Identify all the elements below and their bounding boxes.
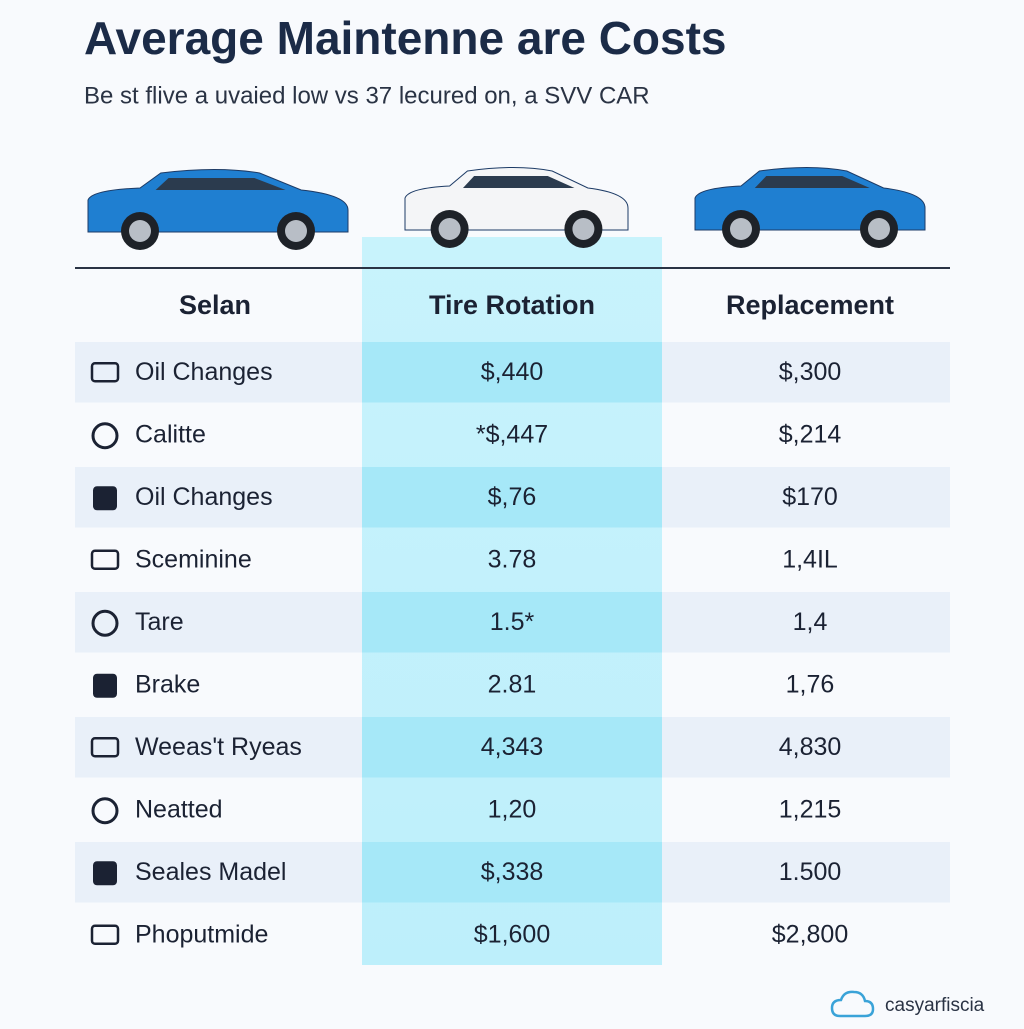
car-window [155, 178, 286, 190]
row-icon [90, 549, 120, 570]
icon-shape [90, 362, 120, 383]
car [694, 167, 926, 248]
car [404, 167, 629, 248]
rim [868, 218, 890, 240]
row-label: Sceminine [135, 545, 252, 573]
cell-value: $2,800 [772, 920, 848, 948]
icon-shape [93, 673, 117, 698]
row-band-highlight [362, 342, 662, 403]
row-icon [90, 362, 120, 383]
subtitle: Be st flive a uvaied low vs 37 lecured o… [84, 82, 650, 109]
icon-shape [90, 549, 120, 570]
rim [285, 220, 307, 242]
icon-shape [91, 422, 119, 450]
row-icon [93, 486, 117, 511]
row-label: Brake [135, 670, 200, 698]
rim [572, 218, 595, 240]
cell-value: $170 [782, 483, 838, 511]
cell-value: 3.78 [488, 545, 537, 573]
row-label: Tare [135, 608, 184, 636]
cell-value: $,300 [779, 358, 842, 386]
icon-shape [90, 924, 120, 945]
row-band-highlight [362, 842, 662, 903]
icon-shape [93, 861, 117, 886]
column-header: Selan [179, 290, 251, 320]
brand-logo [830, 990, 875, 1018]
rim [730, 218, 752, 240]
rim [438, 218, 461, 240]
cell-value: 1,4 [793, 608, 828, 636]
cell-value: 1,4IL [782, 545, 838, 573]
highlight-rows [362, 342, 662, 903]
cell-value: 1,215 [779, 795, 842, 823]
icon-shape [93, 486, 117, 511]
cell-value: $,440 [481, 358, 544, 386]
row-label: Seales Madel [135, 858, 286, 886]
row-icon [91, 609, 119, 637]
row-band-highlight [362, 467, 662, 528]
cell-value: 1.500 [779, 858, 842, 886]
cell-value: 1.5* [490, 608, 535, 636]
row-icon [91, 422, 119, 450]
cell-value: 4,830 [779, 733, 842, 761]
row-label: Oil Changes [135, 358, 273, 386]
icon-shape [91, 609, 119, 637]
row-label: Neatted [135, 795, 223, 823]
icon-shape [91, 797, 119, 825]
column-header: Tire Rotation [429, 290, 595, 320]
row-icon [93, 673, 117, 698]
table: Selan Tire Rotation Replacement Oil Changes… [90, 290, 894, 948]
row-band-highlight [362, 717, 662, 778]
rim [129, 220, 151, 242]
row-icon [93, 861, 117, 886]
cell-value: 1,76 [786, 670, 835, 698]
cell-value: $1,600 [474, 920, 550, 948]
cell-value: $,76 [488, 483, 537, 511]
row-icon [90, 924, 120, 945]
car [87, 169, 349, 250]
title: Average Maintenne are Costs [84, 12, 727, 64]
cars [87, 167, 926, 250]
row-icon [90, 737, 120, 758]
column-header: Replacement [726, 290, 894, 320]
row-label: Phoputmide [135, 920, 268, 948]
car-window [754, 176, 870, 188]
icon-shape [90, 737, 120, 758]
row-band-highlight [362, 592, 662, 653]
brand: casyarfiscia [885, 995, 985, 1016]
cell-value: *$,447 [476, 420, 548, 448]
row-label: Calitte [135, 420, 206, 448]
car-window [462, 176, 575, 188]
cell-value: 4,343 [481, 733, 544, 761]
row-label: Weeas't Ryeas [135, 733, 302, 761]
cell-value: $,338 [481, 858, 544, 886]
row-icon [91, 797, 119, 825]
cell-value: 1,20 [488, 795, 537, 823]
cell-value: 2.81 [488, 670, 537, 698]
cell-value: $,214 [779, 420, 842, 448]
car-body [87, 169, 349, 233]
row-label: Oil Changes [135, 483, 273, 511]
